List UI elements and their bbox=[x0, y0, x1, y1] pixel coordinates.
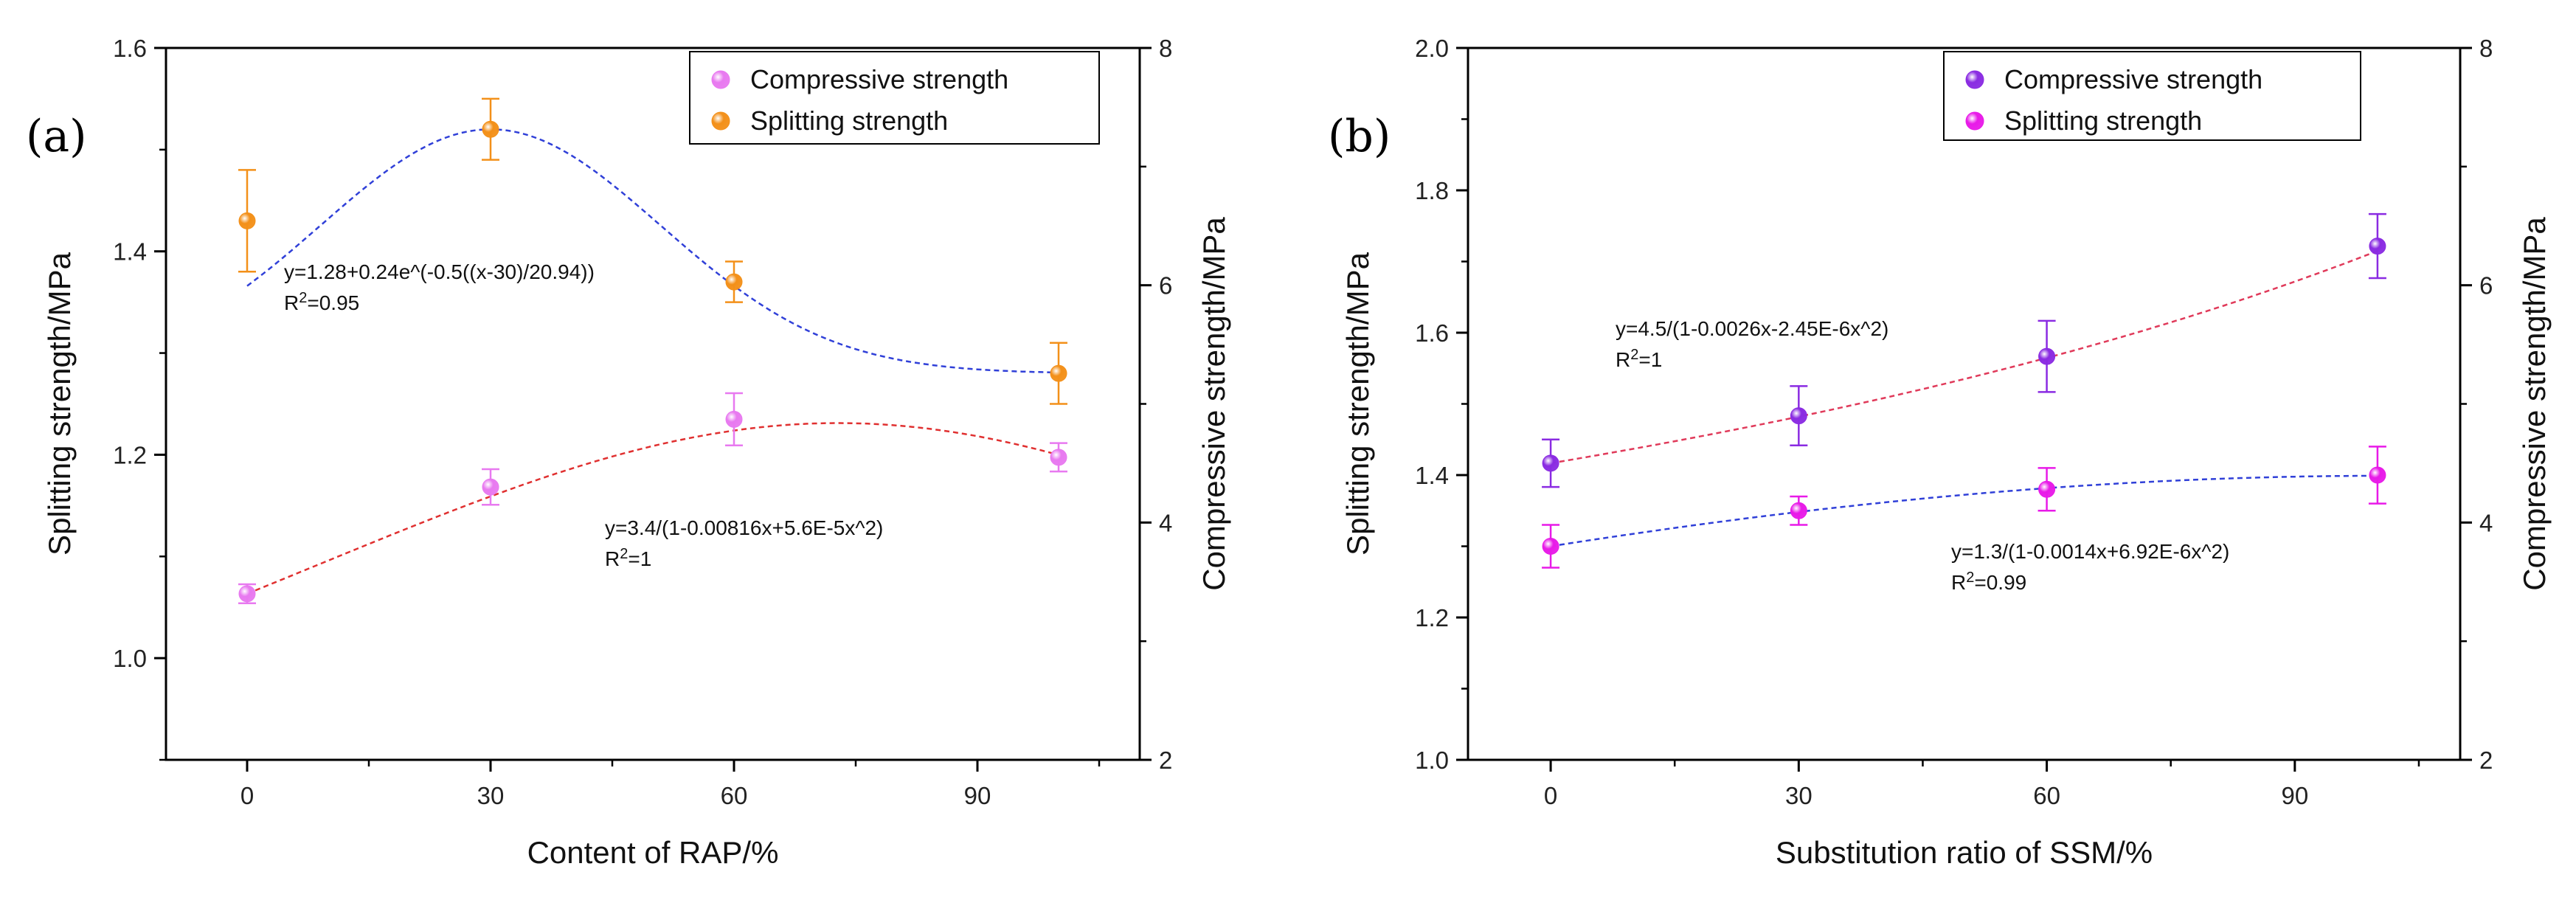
fit-curve bbox=[246, 422, 1059, 595]
r2-value: =0.95 bbox=[307, 291, 359, 314]
fit-r2: R2=0.99 bbox=[1951, 570, 2026, 594]
x-tick-label: 30 bbox=[1785, 782, 1812, 809]
y-right-tick-label: 6 bbox=[1159, 272, 1172, 300]
fit-equation: y=4.5/(1-0.0026x-2.45E-6x^2) bbox=[1616, 317, 1888, 340]
x-tick-label: 60 bbox=[721, 782, 748, 809]
data-point bbox=[1050, 364, 1067, 382]
r2-symbol: R bbox=[605, 547, 620, 570]
y-left-tick-label: 1.8 bbox=[1415, 177, 1449, 204]
data-point bbox=[1790, 407, 1807, 425]
y-left-tick-label: 1.6 bbox=[113, 35, 147, 62]
y-right-axis-title: Compressive strength/MPa bbox=[1197, 217, 1231, 591]
fit-equation: y=1.28+0.24e^(-0.5((x-30)/20.94)) bbox=[284, 260, 595, 283]
data-point bbox=[1050, 449, 1067, 466]
y-left-axis-title: Splitting strength/MPa bbox=[42, 252, 77, 555]
r2-value: =1 bbox=[628, 547, 651, 570]
x-tick-label: 30 bbox=[477, 782, 505, 809]
legend-box bbox=[1943, 51, 2361, 141]
data-point bbox=[1790, 502, 1807, 519]
x-axis-title: Content of RAP/% bbox=[527, 835, 779, 870]
y-left-tick-label: 1.0 bbox=[113, 645, 147, 672]
y-right-tick-label: 6 bbox=[2479, 272, 2493, 300]
panel-letter: (a) bbox=[26, 111, 87, 162]
fit-r2: R2=1 bbox=[605, 546, 651, 570]
y-left-tick-label: 1.6 bbox=[1415, 319, 1449, 347]
x-tick-label: 90 bbox=[964, 782, 991, 809]
x-tick-label: 60 bbox=[2033, 782, 2060, 809]
legend-marker bbox=[1965, 70, 1984, 89]
r2-superscript: 2 bbox=[1966, 570, 1974, 586]
fit-curve bbox=[1550, 249, 2378, 465]
legend-marker bbox=[711, 70, 730, 89]
y-right-tick-label: 4 bbox=[2479, 509, 2493, 536]
r2-value: =0.99 bbox=[1974, 571, 2026, 594]
y-right-axis-title: Compressive strength/MPa bbox=[2517, 217, 2552, 591]
legend-label: Compressive strength bbox=[750, 64, 1008, 94]
y-left-tick-label: 1.2 bbox=[113, 441, 147, 468]
legend-marker bbox=[711, 111, 730, 131]
data-point bbox=[482, 478, 499, 496]
panel-letter: (b) bbox=[1328, 111, 1391, 162]
r2-superscript: 2 bbox=[620, 546, 628, 562]
y-left-tick-label: 1.4 bbox=[113, 238, 147, 266]
y-left-tick-label: 1.0 bbox=[1415, 747, 1449, 774]
r2-symbol: R bbox=[284, 291, 299, 314]
chart-panel-b: (b) 0 30 60 90 1.0 1.2 1.4 1.6 1.8 2.0 2 4 6 8 Substitu… bbox=[1328, 35, 2552, 870]
data-point bbox=[1542, 538, 1559, 555]
y-right-tick-label: 8 bbox=[2479, 35, 2493, 62]
y-left-tick-label: 1.2 bbox=[1415, 604, 1449, 631]
x-axis-title: Substitution ratio of SSM/% bbox=[1776, 835, 2153, 870]
data-point bbox=[2369, 466, 2386, 484]
y-right-tick-label: 2 bbox=[2479, 747, 2493, 774]
y-left-axis-title: Splitting strength/MPa bbox=[1340, 252, 1375, 555]
fit-curve bbox=[1550, 474, 2378, 547]
legend-box bbox=[689, 51, 1100, 145]
fit-equation: y=3.4/(1-0.00816x+5.6E-5x^2) bbox=[605, 516, 883, 539]
legend-label: Splitting strength bbox=[2004, 105, 2202, 136]
chart-panel-a: (a) 0 30 60 90 1.0 1.2 1.4 1.6 2 4 6 8 Content of RAP… bbox=[26, 35, 1231, 870]
y-right-tick-label: 2 bbox=[1159, 747, 1172, 774]
x-tick-label: 90 bbox=[2281, 782, 2308, 809]
r2-symbol: R bbox=[1616, 348, 1630, 371]
r2-superscript: 2 bbox=[299, 290, 307, 306]
data-point bbox=[2038, 347, 2056, 365]
y-right-tick-label: 8 bbox=[1159, 35, 1172, 62]
x-tick-label: 0 bbox=[240, 782, 254, 809]
y-left-tick-label: 2.0 bbox=[1415, 35, 1449, 62]
fit-equation: y=1.3/(1-0.0014x+6.92E-6x^2) bbox=[1951, 540, 2229, 563]
x-tick-label: 0 bbox=[1544, 782, 1557, 809]
fit-r2: R2=1 bbox=[1616, 347, 1662, 371]
legend-label: Splitting strength bbox=[750, 105, 948, 136]
legend-marker bbox=[1965, 111, 1984, 131]
fit-r2: R2=0.95 bbox=[284, 290, 359, 314]
data-point bbox=[482, 120, 499, 138]
data-point bbox=[2369, 238, 2386, 255]
r2-symbol: R bbox=[1951, 571, 1966, 594]
y-right-tick-label: 4 bbox=[1159, 509, 1172, 536]
data-point bbox=[725, 410, 743, 428]
data-point bbox=[725, 273, 743, 291]
data-point bbox=[238, 585, 256, 603]
data-point bbox=[1542, 454, 1559, 472]
y-left-tick-label: 1.4 bbox=[1415, 462, 1449, 489]
data-point bbox=[2038, 480, 2056, 498]
legend-label: Compressive strength bbox=[2004, 64, 2262, 94]
r2-value: =1 bbox=[1638, 348, 1662, 371]
r2-superscript: 2 bbox=[1630, 347, 1638, 363]
data-point bbox=[238, 212, 256, 229]
